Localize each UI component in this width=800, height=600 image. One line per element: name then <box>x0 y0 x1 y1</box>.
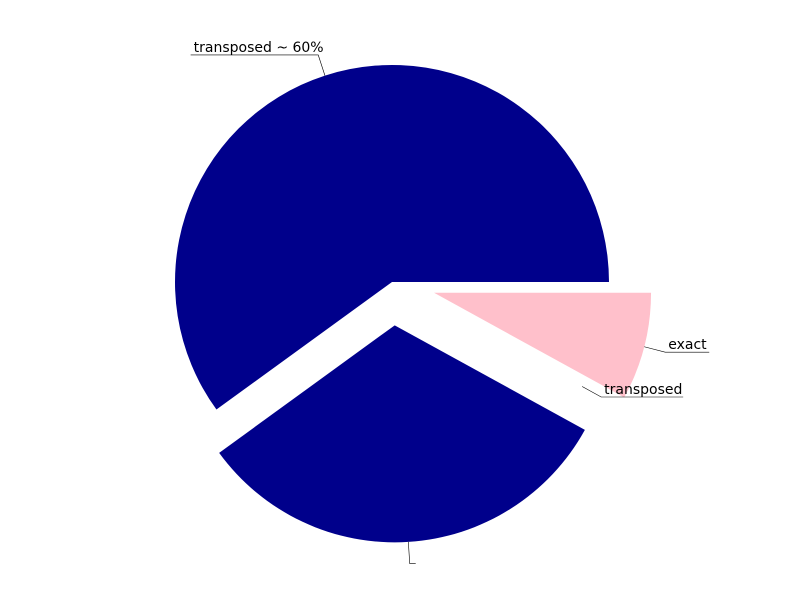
label-leader-2 <box>582 386 684 398</box>
pie-slice-3 <box>434 292 652 398</box>
slice-label-0: transposed ~ 60% <box>194 40 324 56</box>
pie-slice-0 <box>174 64 609 410</box>
pie-slices <box>174 64 652 543</box>
label-leader-1 <box>408 541 416 564</box>
pie-slice-1 <box>219 325 585 543</box>
pie-labels: transposed ~ 60% transposed exact <box>190 40 710 564</box>
label-leader-3 <box>644 346 710 353</box>
slice-label-3: exact <box>668 337 707 353</box>
slice-label-2: transposed <box>604 382 682 398</box>
label-leader-0 <box>190 54 326 76</box>
